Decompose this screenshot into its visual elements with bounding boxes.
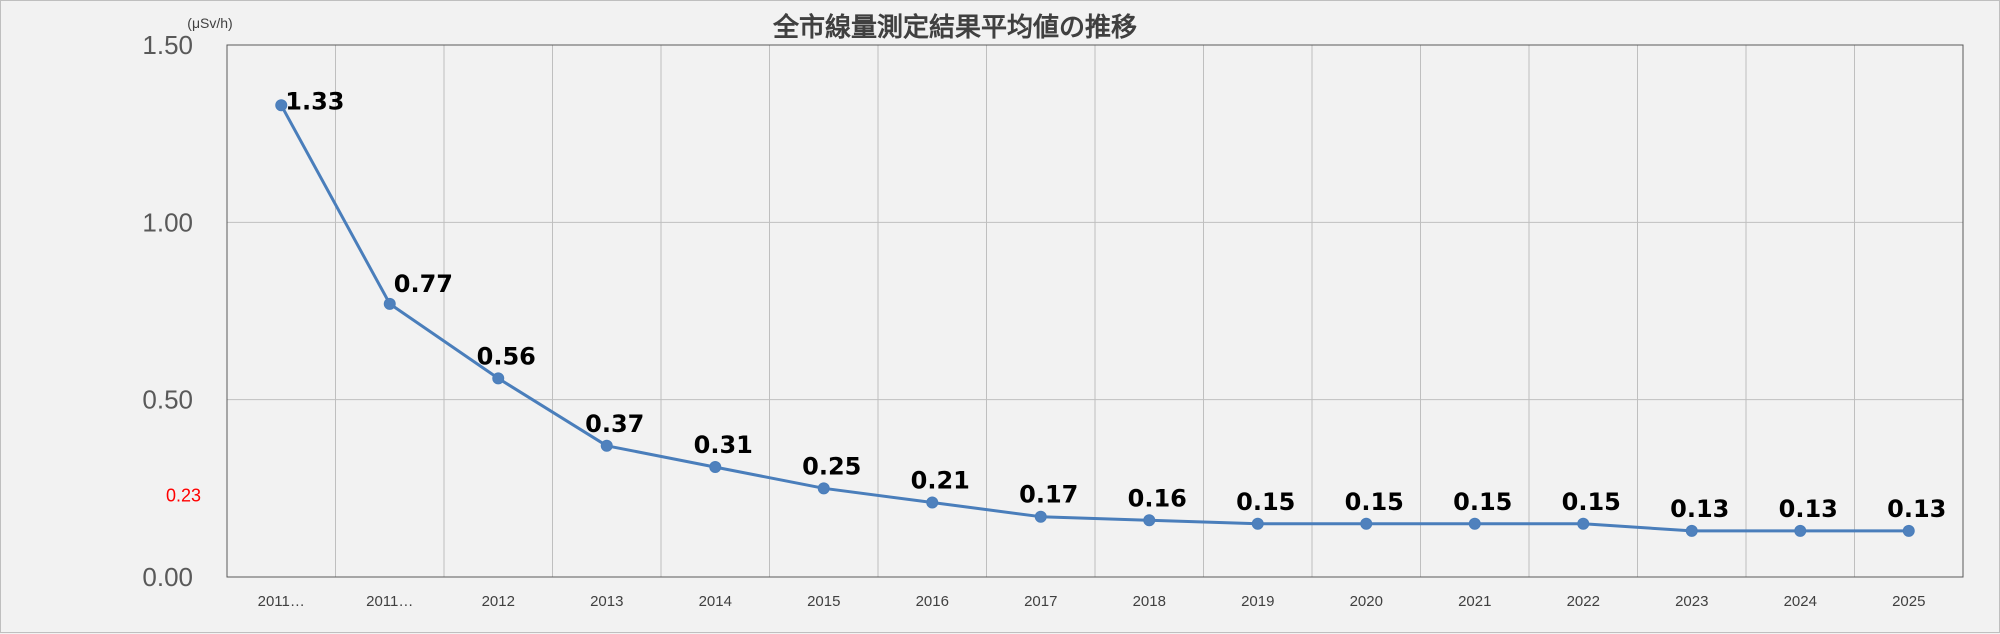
data-label: 0.15 xyxy=(1453,488,1512,516)
x-axis-ticks: 2011… 2011… 2012 2013 2014 2015 2016 2017 2018 20… xyxy=(258,593,1926,610)
data-point xyxy=(1794,524,1807,537)
data-labels: 1.33 0.77 0.56 0.37 0.31 0.25 0.21 0.17 0.16 0.15… xyxy=(285,87,1946,523)
data-label: 0.15 xyxy=(1562,488,1621,516)
y-unit-label: (μSv/h) xyxy=(187,15,232,31)
y-axis-ticks: 0.00 0.50 1.00 1.50 xyxy=(142,30,193,592)
data-label: 0.21 xyxy=(911,467,970,495)
data-point xyxy=(492,372,505,385)
x-tick-label: 2023 xyxy=(1675,593,1708,610)
data-point xyxy=(275,99,288,112)
x-tick-label: 2016 xyxy=(916,593,949,610)
data-label: 0.17 xyxy=(1019,481,1078,509)
data-point xyxy=(1577,517,1590,530)
data-point xyxy=(1902,524,1915,537)
x-tick-label: 2013 xyxy=(590,593,623,610)
data-point xyxy=(1251,517,1264,530)
data-label: 0.15 xyxy=(1236,488,1295,516)
plot-area xyxy=(226,44,1964,578)
y-tick-label: 0.50 xyxy=(142,385,193,415)
x-tick-label: 2011… xyxy=(366,593,413,610)
data-label: 0.15 xyxy=(1345,488,1404,516)
x-tick-label: 2014 xyxy=(699,593,732,610)
data-label: 0.16 xyxy=(1128,484,1187,512)
x-tick-label: 2024 xyxy=(1784,593,1817,610)
data-point xyxy=(600,439,613,452)
reference-value-label: 0.23 xyxy=(166,485,201,505)
x-tick-label: 2012 xyxy=(482,593,515,610)
y-tick-label: 1.00 xyxy=(142,207,193,237)
x-tick-label: 2015 xyxy=(807,593,840,610)
data-point xyxy=(383,297,396,310)
data-label: 0.13 xyxy=(1779,495,1838,523)
data-point xyxy=(1468,517,1481,530)
data-label: 0.31 xyxy=(694,431,753,459)
x-tick-label: 2019 xyxy=(1241,593,1274,610)
data-label: 0.13 xyxy=(1887,495,1946,523)
series-line xyxy=(279,104,1909,533)
data-point xyxy=(709,461,722,474)
data-point xyxy=(1143,514,1156,527)
data-point xyxy=(926,496,939,509)
data-label: 0.37 xyxy=(585,410,644,438)
x-tick-label: 2017 xyxy=(1024,593,1057,610)
x-tick-label: 2018 xyxy=(1133,593,1166,610)
data-point xyxy=(1685,524,1698,537)
data-label: 0.25 xyxy=(802,452,861,480)
y-tick-label: 0.00 xyxy=(142,562,193,592)
data-label: 0.77 xyxy=(394,270,453,298)
data-label: 1.33 xyxy=(285,87,344,115)
x-tick-label: 2022 xyxy=(1567,593,1600,610)
series-markers xyxy=(275,99,1915,537)
data-label: 0.56 xyxy=(477,342,536,370)
data-point xyxy=(1034,510,1047,523)
data-point xyxy=(817,482,830,495)
data-point xyxy=(1360,517,1373,530)
x-tick-label: 2020 xyxy=(1350,593,1383,610)
gridlines xyxy=(227,44,1963,578)
x-tick-label: 2021 xyxy=(1458,593,1491,610)
x-tick-label: 2025 xyxy=(1892,593,1925,610)
x-tick-label: 2011… xyxy=(258,593,305,610)
y-tick-label: 1.50 xyxy=(142,30,193,60)
chart-title: 全市線量測定結果平均値の推移 xyxy=(772,12,1137,43)
data-label: 0.13 xyxy=(1670,495,1729,523)
